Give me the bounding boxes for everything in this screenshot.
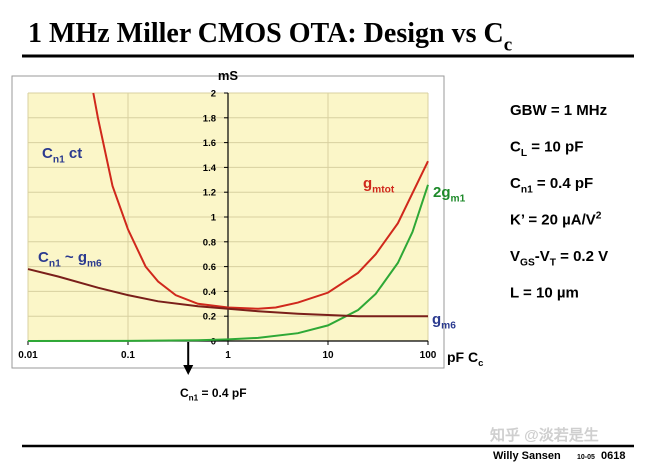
slide-title: 1 MHz Miller CMOS OTA: Design vs Cc — [28, 18, 512, 55]
annotation-sub: m6 — [87, 259, 102, 270]
slide-title-text: 1 MHz Miller CMOS OTA: Design vs C — [28, 18, 504, 49]
x-axis-label-sub: c — [478, 358, 484, 369]
spec-line-text: = 0.2 V — [556, 248, 608, 265]
spec-line-text: = 0.4 pF — [533, 175, 593, 192]
series-label: 2gm1 — [433, 184, 466, 205]
y-axis-label: mS — [218, 68, 239, 83]
spec-line-text: = 10 pF — [527, 139, 583, 156]
spec-line-text: -V — [535, 248, 550, 265]
y-tick-label: 1.4 — [203, 163, 217, 174]
series-label-sub: mtot — [372, 185, 395, 196]
spec-line-text: C — [510, 175, 521, 192]
x-tick-label: 100 — [420, 350, 437, 361]
annotation-text: C — [180, 386, 189, 400]
spec-line: K’ = 20 µA/V2 — [510, 211, 602, 229]
annotation-text: ct — [65, 145, 83, 162]
spec-line-sub: n1 — [521, 185, 533, 196]
series-line — [27, 268, 428, 318]
annotation: Cn1 ct — [42, 145, 82, 166]
spec-line: CL = 10 pF — [510, 139, 583, 160]
spec-line-text: GBW = 1 MHz — [510, 102, 607, 119]
spec-line: L = 10 µm — [510, 285, 579, 302]
y-tick-label: 0.4 — [203, 287, 217, 298]
annotation-text: = 0.4 pF — [198, 386, 246, 400]
annotation: Cn1 = 0.4 pF — [180, 386, 247, 403]
spec-line-sub: L — [521, 148, 527, 159]
series-label: gmtot — [363, 175, 395, 196]
series-label-sub: m1 — [451, 194, 466, 205]
x-axis-label: pF Cc — [447, 349, 484, 369]
spec-line-sub: T — [550, 258, 557, 269]
spec-line-text: K’ = 20 µA/V — [510, 212, 596, 229]
annotation-sub: n1 — [49, 259, 61, 270]
y-tick-label: 2 — [211, 89, 216, 100]
spec-line: Cn1 = 0.4 pF — [510, 175, 593, 196]
y-tick-label: 1.6 — [203, 138, 216, 149]
slide-title-sub: c — [504, 34, 512, 55]
spec-line: VGS-VT = 0.2 V — [510, 248, 608, 269]
annotation: Cn1 ~ gm6 — [38, 249, 102, 270]
footer-date: 10-05 — [577, 454, 595, 461]
series-line — [27, 184, 429, 342]
series-label-text: 2g — [433, 184, 451, 201]
spec-line-sub: GS — [520, 258, 535, 269]
series-label-sub: m6 — [441, 321, 456, 332]
x-axis-label-text: pF C — [447, 349, 478, 365]
x-tick-label: 1 — [225, 350, 231, 361]
y-tick-label: 1.2 — [203, 188, 216, 199]
annotation-text: ~ g — [61, 249, 87, 266]
spec-line: GBW = 1 MHz — [510, 102, 607, 119]
annotation-text: C — [42, 145, 53, 162]
annotation-sub: n1 — [53, 155, 65, 166]
y-tick-label: 0 — [211, 337, 216, 348]
y-tick-label: 1 — [211, 213, 217, 224]
y-tick-label: 0.8 — [203, 237, 216, 248]
annotation-sub: n1 — [189, 394, 199, 403]
series-label-text: g — [432, 311, 441, 328]
annotation-text: C — [38, 249, 49, 266]
series-label: gm6 — [432, 311, 456, 332]
y-tick-label: 1.8 — [203, 113, 216, 124]
spec-line-text: C — [510, 139, 521, 156]
spec-line-sup: 2 — [596, 211, 602, 222]
spec-line-text: V — [510, 248, 520, 265]
x-tick-label: 0.01 — [18, 350, 38, 361]
spec-line-text: L = 10 µm — [510, 285, 579, 302]
footer-page: 0618 — [601, 450, 625, 462]
y-tick-label: 0.2 — [203, 312, 216, 323]
x-tick-label: 0.1 — [121, 350, 135, 361]
x-tick-label: 10 — [322, 350, 334, 361]
series-line — [92, 92, 429, 310]
y-tick-label: 0.6 — [203, 262, 216, 273]
annotation-arrowhead — [183, 365, 194, 375]
series-label-text: g — [363, 175, 372, 192]
watermark: 知乎 @淡若是生 — [490, 426, 599, 444]
footer-author: Willy Sansen — [493, 450, 561, 462]
